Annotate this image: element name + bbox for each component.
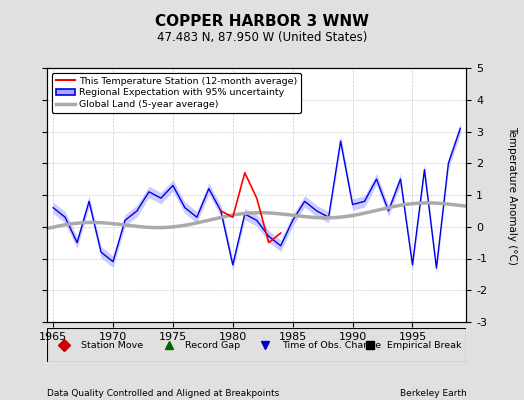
Text: COPPER HARBOR 3 WNW: COPPER HARBOR 3 WNW — [155, 14, 369, 29]
Text: Data Quality Controlled and Aligned at Breakpoints: Data Quality Controlled and Aligned at B… — [47, 389, 279, 398]
Text: Empirical Break: Empirical Break — [387, 340, 461, 350]
Text: Time of Obs. Change: Time of Obs. Change — [282, 340, 381, 350]
Text: Record Gap: Record Gap — [185, 340, 241, 350]
Text: Berkeley Earth: Berkeley Earth — [400, 389, 466, 398]
Text: Station Move: Station Move — [81, 340, 143, 350]
Legend: This Temperature Station (12-month average), Regional Expectation with 95% uncer: This Temperature Station (12-month avera… — [52, 73, 301, 113]
Y-axis label: Temperature Anomaly (°C): Temperature Anomaly (°C) — [507, 126, 517, 264]
Text: 47.483 N, 87.950 W (United States): 47.483 N, 87.950 W (United States) — [157, 31, 367, 44]
